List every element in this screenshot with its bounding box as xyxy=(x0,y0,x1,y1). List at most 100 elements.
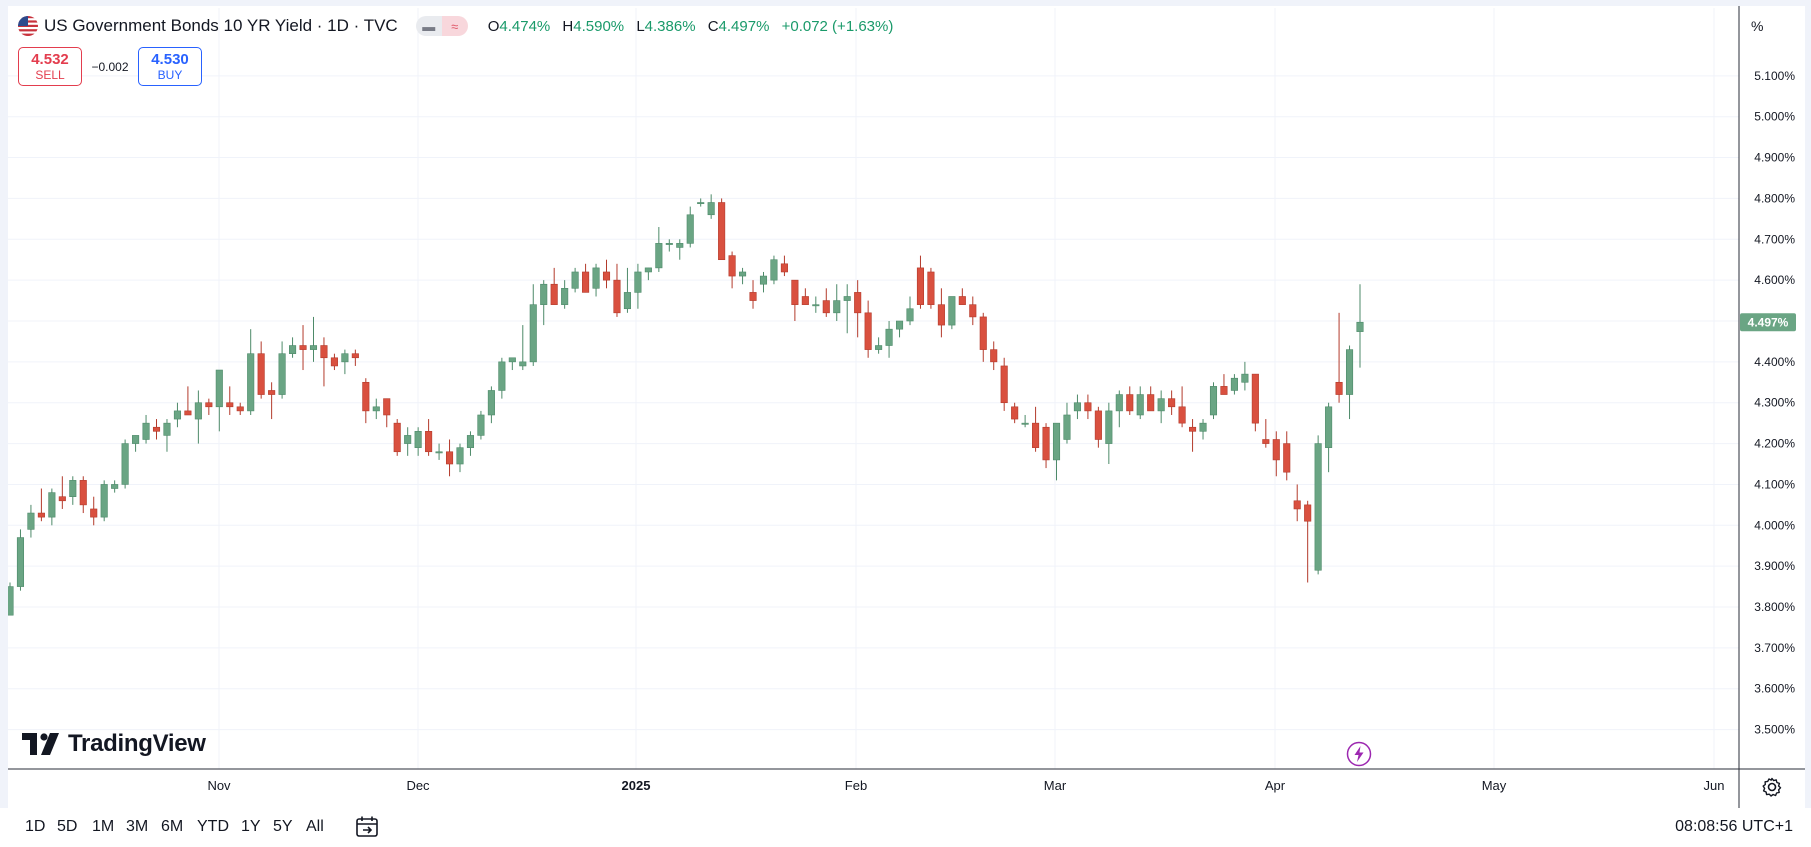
candle-body xyxy=(665,243,673,245)
symbol-title[interactable]: US Government Bonds 10 YR Yield · 1D · T… xyxy=(44,16,398,35)
candle-body xyxy=(655,243,663,269)
candle xyxy=(676,239,684,260)
timeframe-1m[interactable]: 1M xyxy=(92,818,115,835)
x-tick-label: Mar xyxy=(1044,778,1067,793)
timeframe-1d[interactable]: 1D xyxy=(25,818,46,835)
price-axis-unit[interactable]: % xyxy=(1751,18,1764,34)
candle xyxy=(79,476,87,514)
candle-body xyxy=(1157,398,1165,412)
candle xyxy=(142,414,150,444)
timeframe-1y[interactable]: 1Y xyxy=(241,818,261,835)
tradingview-logo[interactable]: TradingView xyxy=(22,730,206,758)
candle-body xyxy=(1345,349,1354,395)
timeframe-6m[interactable]: 6M xyxy=(161,818,184,835)
legend-toggle[interactable]: ▬ ≈ xyxy=(415,16,468,36)
candle xyxy=(885,321,893,358)
candle xyxy=(1230,374,1238,395)
candle-body xyxy=(759,275,768,285)
candle-body xyxy=(875,345,883,350)
candle xyxy=(289,337,297,358)
candle-body xyxy=(393,422,401,453)
y-tick-label: 5.000% xyxy=(1754,110,1795,124)
candle-body xyxy=(644,267,652,273)
change-value: +0.072 (+1.63%) xyxy=(781,17,894,35)
buy-button[interactable]: 4.530 BUY xyxy=(138,47,202,86)
candle xyxy=(205,398,213,415)
candle-body xyxy=(320,345,328,359)
candle xyxy=(1325,402,1333,473)
candle xyxy=(519,325,527,371)
candle-body xyxy=(1241,373,1249,383)
sell-button[interactable]: 4.532 SELL xyxy=(18,47,82,86)
candle-body xyxy=(477,414,485,436)
candle-body xyxy=(780,263,788,273)
candle xyxy=(979,312,987,362)
candle-body xyxy=(16,537,25,587)
candle-body xyxy=(351,353,359,359)
wave-icon[interactable]: ≈ xyxy=(441,16,468,36)
candle-body xyxy=(372,406,380,412)
candle-body xyxy=(205,402,213,408)
hide-icon[interactable]: ▬ xyxy=(415,16,442,36)
candle-body xyxy=(529,304,537,363)
candle-body xyxy=(561,288,569,305)
candle xyxy=(466,431,475,456)
lightning-icon[interactable] xyxy=(1346,741,1372,767)
candle-body xyxy=(697,202,705,205)
candle xyxy=(90,496,98,526)
candle xyxy=(644,267,652,281)
candle xyxy=(404,427,412,456)
high-value: 4.590% xyxy=(573,17,625,35)
candle-body xyxy=(1136,394,1144,416)
candle-body xyxy=(1356,321,1364,332)
candle-body xyxy=(414,431,422,448)
candle xyxy=(268,382,276,420)
clock-display[interactable]: 08:08:56 UTC+1 xyxy=(1675,818,1793,835)
settings-gear-icon[interactable] xyxy=(1760,775,1784,799)
timeframe-all[interactable]: All xyxy=(306,818,324,835)
candle-body xyxy=(425,431,433,453)
timeframe-5d[interactable]: 5D xyxy=(57,818,78,835)
candle xyxy=(895,320,904,338)
timeframe-3m[interactable]: 3M xyxy=(126,818,149,835)
candle xyxy=(1241,361,1249,391)
candle-body xyxy=(958,296,966,305)
candle xyxy=(739,267,747,285)
candle-body xyxy=(979,316,987,350)
candle-body xyxy=(906,308,914,322)
candle-body xyxy=(362,381,370,412)
y-tick-label: 3.600% xyxy=(1754,682,1795,696)
candle-body xyxy=(215,369,223,408)
candle xyxy=(990,341,998,371)
calendar-icon[interactable] xyxy=(354,814,380,840)
candle-body xyxy=(854,292,862,314)
candle-body xyxy=(1115,394,1123,412)
candle xyxy=(697,198,705,207)
candle xyxy=(613,263,621,317)
candle xyxy=(299,325,307,371)
timeframe-ytd[interactable]: YTD xyxy=(197,818,229,835)
candle-body xyxy=(937,304,945,326)
timeframe-5y[interactable]: 5Y xyxy=(273,818,293,835)
y-tick-label: 4.400% xyxy=(1754,355,1795,369)
candle xyxy=(540,280,548,326)
candle xyxy=(383,398,391,428)
candle-body xyxy=(519,361,527,367)
candle-body xyxy=(1063,414,1071,440)
candle xyxy=(351,349,359,366)
candle-body xyxy=(1251,373,1259,424)
x-tick-label: May xyxy=(1482,778,1507,793)
candle-body xyxy=(623,292,631,310)
x-tick-label: 2025 xyxy=(622,778,651,793)
candle-body xyxy=(634,271,642,293)
candle xyxy=(1283,431,1291,481)
candle-body xyxy=(1094,410,1102,440)
candle-body xyxy=(833,300,841,314)
candle-body xyxy=(487,390,495,416)
candle-body xyxy=(969,304,977,318)
candle-body xyxy=(111,484,119,489)
candle-body xyxy=(1283,443,1291,473)
candle-body xyxy=(1000,365,1008,404)
candle xyxy=(58,476,66,509)
